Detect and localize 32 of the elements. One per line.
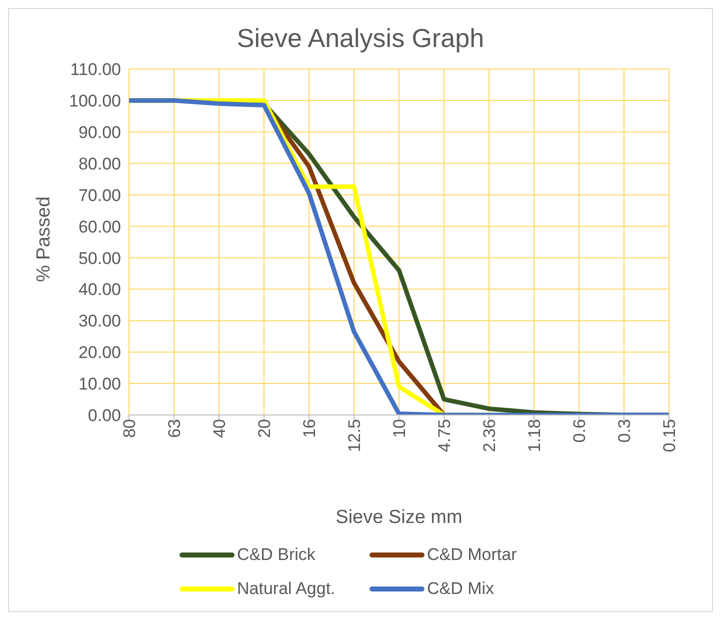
x-tick-label: 1.18: [525, 419, 544, 452]
chart-title: Sieve Analysis Graph: [236, 23, 486, 54]
y-tick-label: 100.00: [69, 91, 121, 110]
x-tick-label: 40: [210, 419, 230, 438]
y-tick-label: 110.00: [70, 60, 121, 80]
x-axis-title: Sieve Size mm: [336, 507, 462, 528]
y-tick-label: 0.00: [88, 406, 121, 426]
x-tick-label: 10: [390, 419, 410, 438]
y-tick-label: 20.00: [78, 343, 121, 362]
x-tick-label: 12.5: [345, 419, 364, 452]
x-tick-label: 4.75: [435, 419, 454, 452]
x-tick-label: 2.36: [480, 419, 500, 452]
x-tick-label: 0.15: [660, 419, 680, 452]
legend-label: C&D Brick: [237, 545, 316, 565]
x-tick-label: 0.6: [570, 419, 590, 443]
legend-label: C&D Mortar: [427, 545, 517, 565]
legend-label: Natural Aggt.: [237, 579, 336, 599]
y-axis-title: % Passed: [34, 196, 55, 282]
x-tick-label: 16: [300, 419, 320, 438]
x-tick-label: 20: [255, 419, 274, 438]
y-tick-label: 90.00: [78, 122, 121, 142]
y-tick-label: 30.00: [78, 312, 121, 331]
y-tick-label: 60.00: [78, 217, 121, 236]
y-tick-label: 50.00: [78, 248, 121, 268]
y-tick-label: 80.00: [78, 154, 121, 174]
x-tick-label: 80: [120, 419, 140, 438]
legend-label: C&D Mix: [427, 579, 494, 599]
y-tick-label: 40.00: [78, 280, 121, 300]
y-tick-label: 10.00: [78, 374, 121, 394]
x-tick-label: 63: [165, 419, 184, 438]
y-tick-label: 70.00: [78, 186, 121, 205]
x-tick-label: 0.3: [615, 419, 634, 443]
